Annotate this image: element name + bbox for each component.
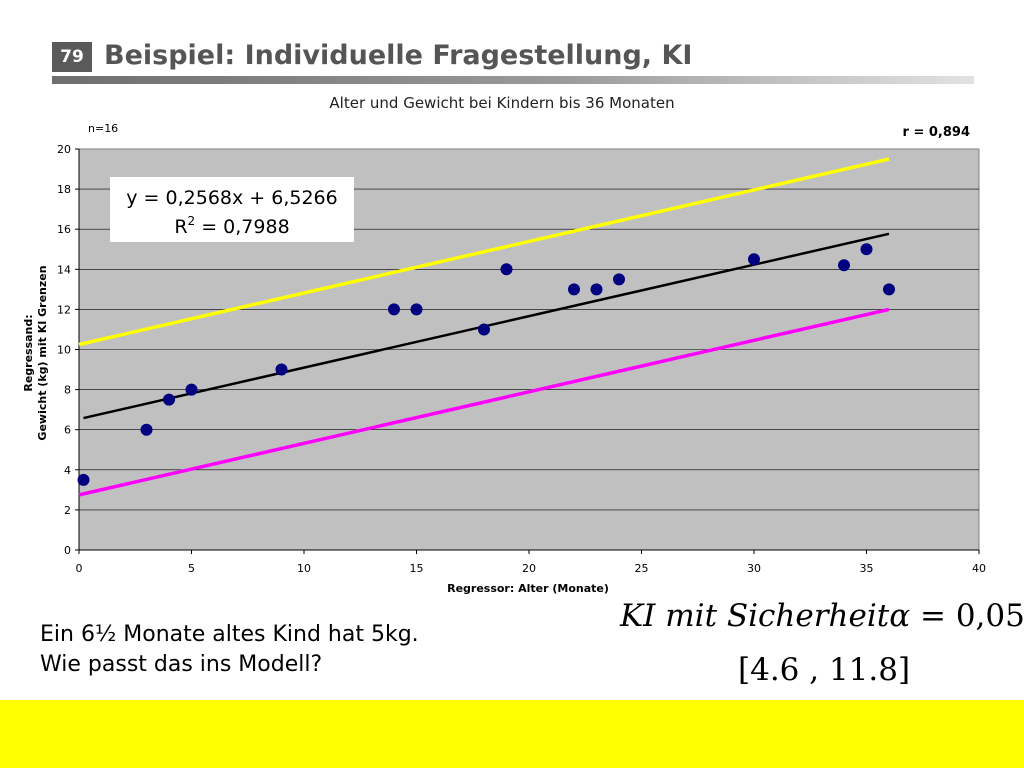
alpha-value: = 0,05 (910, 598, 1024, 634)
data-point (185, 383, 198, 396)
data-point (77, 473, 90, 486)
y-tick-label: 6 (64, 424, 71, 437)
y-axis-label-line2: Gewicht (kg) mit KI Grenzen (36, 265, 49, 440)
question-line-1: Ein 6½ Monate altes Kind hat 5kg. (40, 622, 419, 647)
data-points (77, 243, 895, 486)
x-tick-label: 40 (972, 562, 986, 575)
r-squared: R2 = 0,7988 (174, 214, 289, 238)
y-tick-label: 16 (57, 223, 71, 236)
data-point (410, 303, 423, 316)
x-tick-labels: 0 5 10 15 20 25 30 35 40 (76, 562, 987, 575)
y-tick-labels: 0 2 4 6 8 10 12 14 16 18 20 (57, 143, 71, 557)
y-tick-label: 0 (64, 544, 71, 557)
data-point (613, 273, 625, 286)
question-text: Ein 6½ Monate altes Kind hat 5kg. Wie pa… (40, 620, 419, 680)
slide-title: Beispiel: Individuelle Fragestellung, KI (104, 40, 693, 71)
x-tick-label: 20 (522, 562, 536, 575)
y-axis-label-line1: Regressand: (22, 314, 35, 391)
data-point (140, 423, 153, 436)
chart-title: Alter und Gewicht bei Kindern bis 36 Mon… (329, 94, 674, 112)
data-point (590, 283, 603, 296)
x-tick-label: 35 (860, 562, 874, 575)
x-tick-label: 25 (635, 562, 649, 575)
data-point (388, 303, 400, 316)
x-axis-label: Regressor: Alter (Monate) (447, 582, 609, 595)
data-point (568, 283, 580, 296)
scatter-chart: Alter und Gewicht bei Kindern bis 36 Mon… (22, 94, 987, 595)
x-tick-label: 0 (76, 562, 83, 575)
slide-number: 79 (52, 42, 92, 72)
regression-equation: y = 0,2568x + 6,5266 (126, 187, 337, 209)
data-point (860, 243, 873, 256)
equation-box: y = 0,2568x + 6,5266 R2 = 0,7988 (110, 177, 354, 242)
title-underline (52, 76, 974, 84)
data-point (478, 323, 490, 336)
x-tick-label: 5 (188, 562, 195, 575)
y-tick-label: 14 (57, 263, 71, 276)
y-tick-label: 18 (57, 183, 71, 196)
bottom-yellow-bar (0, 700, 1024, 768)
y-tick-label: 2 (64, 504, 71, 517)
data-point (838, 259, 850, 272)
confidence-interval-value: [4.6 , 11.8] (738, 652, 911, 688)
data-point (883, 283, 895, 296)
correlation-label: r = 0,894 (903, 125, 970, 140)
y-tick-label: 10 (57, 344, 71, 357)
data-point (748, 253, 760, 266)
x-tick-label: 15 (410, 562, 424, 575)
y-tick-label: 4 (64, 464, 71, 477)
ki-label-text: KI mit Sicherheit (620, 598, 890, 634)
x-tick-label: 10 (297, 562, 311, 575)
alpha-symbol: α (889, 598, 911, 634)
data-point (163, 393, 175, 406)
data-point (275, 363, 288, 376)
data-point (500, 263, 513, 276)
y-tick-label: 20 (57, 143, 71, 156)
n-label: n=16 (88, 122, 118, 135)
lower-ci-line (78, 307, 890, 497)
y-tick-label: 12 (57, 303, 71, 316)
y-tick-label: 8 (64, 384, 71, 397)
upper-ci-line (78, 157, 890, 347)
question-line-2: Wie passt das ins Modell? (40, 652, 323, 677)
confidence-interval-label: KI mit Sicherheitα = 0,05 (620, 598, 1024, 634)
x-tick-label: 30 (747, 562, 761, 575)
